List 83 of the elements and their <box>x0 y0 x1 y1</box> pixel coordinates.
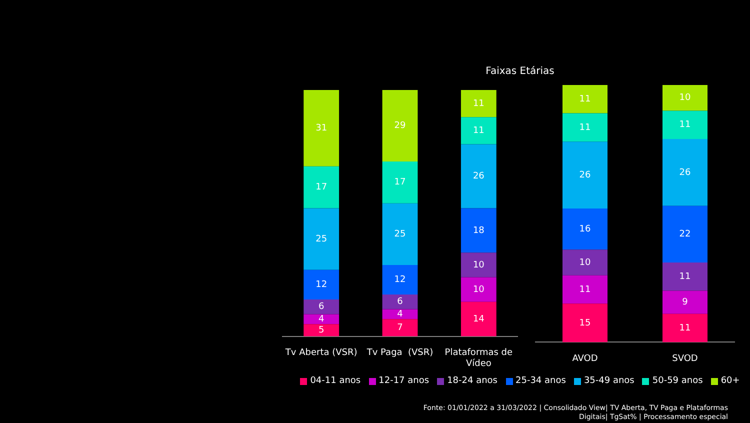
data-label: 6 <box>318 302 324 312</box>
data-label: 4 <box>397 310 404 320</box>
data-label: 22 <box>679 230 691 240</box>
data-label: 11 <box>579 284 591 295</box>
bar <box>562 113 608 142</box>
bar <box>460 302 496 336</box>
bar <box>382 203 418 265</box>
bar <box>382 319 418 336</box>
bar <box>304 314 340 324</box>
bar <box>460 144 496 208</box>
bar <box>662 206 708 262</box>
bar <box>304 324 340 336</box>
bar <box>382 90 418 162</box>
bar <box>460 277 496 302</box>
x-tick-label: Tv Aberta (VSR) <box>284 348 358 358</box>
bar <box>460 90 496 118</box>
data-label: 26 <box>472 172 485 182</box>
bar <box>460 208 496 253</box>
legend-label: 50-59 anos <box>652 376 703 386</box>
data-label: 5 <box>318 326 324 336</box>
data-label: 15 <box>579 318 591 328</box>
data-label: 31 <box>316 124 328 134</box>
bar <box>382 294 418 310</box>
data-label: 12 <box>316 280 328 290</box>
bar <box>662 262 708 291</box>
data-label: 10 <box>679 93 691 104</box>
data-label: 11 <box>472 98 484 109</box>
bar <box>562 304 608 342</box>
x-tick-label: AVOD <box>572 354 598 364</box>
data-label: 16 <box>579 224 591 234</box>
data-label: 11 <box>579 94 591 104</box>
data-label: 11 <box>679 120 691 130</box>
data-label: 10 <box>472 260 485 270</box>
data-label: 25 <box>394 229 406 240</box>
bar <box>662 290 708 314</box>
data-label: 4 <box>318 314 324 324</box>
bar <box>562 85 608 114</box>
data-label: 17 <box>316 182 328 193</box>
legend-label: 25-34 anos <box>516 376 566 386</box>
legend-label: 60+ <box>720 376 740 386</box>
data-label: 10 <box>472 284 485 295</box>
data-label: 11 <box>579 122 591 133</box>
bar <box>304 299 340 314</box>
bar <box>562 275 608 304</box>
data-label: 17 <box>394 178 406 188</box>
bar <box>382 161 418 204</box>
x-tick-label: Tv Paga (VSR) <box>366 348 434 358</box>
data-label: 7 <box>397 323 403 334</box>
data-label: 9 <box>682 298 688 308</box>
data-label: 18 <box>472 226 485 236</box>
x-tick-label: SVOD <box>672 354 698 364</box>
data-label: 11 <box>679 272 691 282</box>
bar <box>460 252 496 278</box>
legend-label: 04-11 anos <box>310 376 361 386</box>
data-label: 11 <box>472 126 484 136</box>
data-label: 6 <box>397 297 404 308</box>
bar <box>562 142 608 208</box>
bar <box>304 90 340 166</box>
bar <box>562 208 608 250</box>
bar <box>662 139 708 206</box>
bar <box>662 110 708 140</box>
bar <box>662 85 708 111</box>
bar <box>304 270 340 300</box>
legend-label: 18-24 anos <box>447 376 498 386</box>
data-label: 14 <box>472 314 485 324</box>
data-label: 10 <box>579 258 591 268</box>
bar <box>304 208 340 270</box>
bar <box>662 314 708 342</box>
data-label: 25 <box>316 234 328 244</box>
data-label: 26 <box>579 170 591 180</box>
bar <box>382 309 418 320</box>
data-label: 29 <box>394 121 406 132</box>
bar <box>562 250 608 276</box>
x-tick-label: Plataformas de Vídeo <box>444 348 514 369</box>
chart-title: Faixas Etárias <box>484 66 556 77</box>
data-label: 12 <box>394 275 406 286</box>
bar <box>460 117 496 144</box>
data-label: 26 <box>679 168 691 178</box>
legend-label: 35-49 anos <box>584 376 634 386</box>
bar <box>382 264 418 295</box>
legend-label: 12-17 anos <box>378 376 430 386</box>
data-label: 11 <box>679 323 691 334</box>
bar <box>304 166 340 208</box>
